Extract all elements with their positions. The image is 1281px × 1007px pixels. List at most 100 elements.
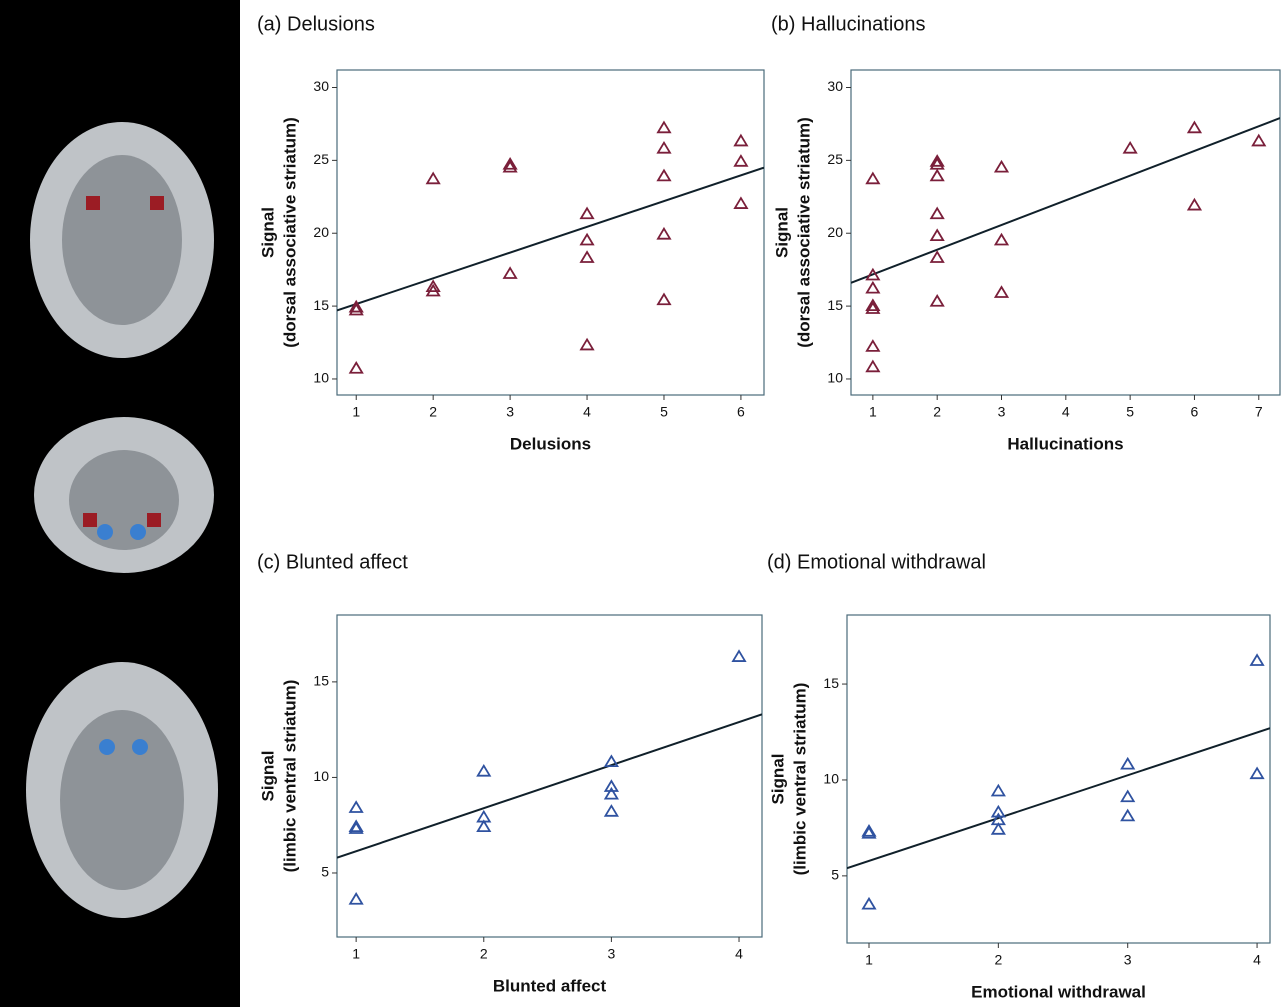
plot-frame <box>337 70 764 395</box>
y-tick-label: 30 <box>313 78 329 94</box>
y-tick-label: 25 <box>827 151 843 167</box>
data-point <box>996 235 1008 245</box>
data-point <box>350 894 362 904</box>
x-tick-label: 3 <box>608 946 616 962</box>
y-tick-label: 20 <box>827 224 843 240</box>
data-point <box>867 283 879 293</box>
y-tick-label: 10 <box>827 370 843 386</box>
x-tick-label: 4 <box>735 946 743 962</box>
data-point <box>350 802 362 812</box>
y-tick-label: 5 <box>831 867 839 883</box>
data-point <box>658 229 670 239</box>
x-tick-label: 6 <box>737 404 745 420</box>
y-axis-label: (limbic ventral striatum) <box>280 680 299 873</box>
data-point <box>735 135 747 145</box>
y-tick-label: 15 <box>827 297 843 313</box>
x-axis-label: Delusions <box>510 434 591 453</box>
chart-title: (b) Hallucinations <box>771 13 926 35</box>
data-point <box>863 899 875 909</box>
roi-dorsal <box>83 513 97 527</box>
data-point <box>581 208 593 218</box>
y-axis-label: Signal <box>772 207 791 258</box>
brain-inner <box>62 155 182 325</box>
data-point <box>735 198 747 208</box>
data-point <box>735 156 747 166</box>
y-axis-label: Signal <box>258 207 277 258</box>
x-tick-label: 7 <box>1255 404 1263 420</box>
x-tick-label: 5 <box>1126 404 1134 420</box>
trend-line <box>847 728 1270 868</box>
data-point <box>658 170 670 180</box>
data-point <box>658 122 670 132</box>
chart-title: (a) Delusions <box>257 13 375 35</box>
y-tick-label: 10 <box>823 771 839 787</box>
y-axis-label: Signal <box>768 753 787 804</box>
x-tick-label: 1 <box>869 404 877 420</box>
plot-frame <box>851 70 1280 395</box>
data-point <box>1124 143 1136 153</box>
y-tick-label: 10 <box>313 768 329 784</box>
y-tick-label: 15 <box>823 675 839 691</box>
data-point <box>931 296 943 306</box>
x-tick-label: 4 <box>583 404 591 420</box>
data-point <box>992 824 1004 834</box>
x-tick-label: 2 <box>480 946 488 962</box>
x-tick-label: 4 <box>1062 404 1070 420</box>
data-point <box>867 173 879 183</box>
data-point <box>931 230 943 240</box>
data-point <box>1251 655 1263 665</box>
data-point <box>478 766 490 776</box>
data-point <box>581 235 593 245</box>
brain-images <box>0 0 240 1007</box>
x-tick-label: 2 <box>994 952 1002 968</box>
data-point <box>931 170 943 180</box>
roi-ventral <box>130 524 146 540</box>
data-point <box>581 252 593 262</box>
data-point <box>1188 122 1200 132</box>
y-tick-label: 30 <box>827 78 843 94</box>
chart-title: (c) Blunted affect <box>257 551 408 573</box>
roi-dorsal <box>150 196 164 210</box>
x-tick-label: 1 <box>865 952 873 968</box>
x-tick-label: 3 <box>998 404 1006 420</box>
roi-ventral <box>99 739 115 755</box>
y-tick-label: 5 <box>321 864 329 880</box>
y-tick-label: 25 <box>313 151 329 167</box>
y-tick-label: 20 <box>313 224 329 240</box>
data-point <box>1188 200 1200 210</box>
x-axis-label: Blunted affect <box>493 976 607 995</box>
x-tick-label: 2 <box>429 404 437 420</box>
y-tick-label: 15 <box>313 297 329 313</box>
chart-title: (d) Emotional withdrawal <box>767 551 986 573</box>
x-tick-label: 5 <box>660 404 668 420</box>
page: 1234561015202530(a) DelusionsDelusionsSi… <box>0 0 1281 1007</box>
data-point <box>581 339 593 349</box>
roi-ventral <box>132 739 148 755</box>
trend-line <box>337 168 764 311</box>
brain-inner <box>69 450 179 550</box>
figure: 1234561015202530(a) DelusionsDelusionsSi… <box>0 0 1281 1007</box>
x-tick-label: 1 <box>352 946 360 962</box>
x-tick-label: 6 <box>1191 404 1199 420</box>
data-point <box>350 363 362 373</box>
data-point <box>931 252 943 262</box>
data-point <box>867 341 879 351</box>
data-point <box>931 208 943 218</box>
data-point <box>996 162 1008 172</box>
data-point <box>1253 135 1265 145</box>
plot-frame <box>337 615 762 937</box>
y-axis-label: (dorsal associative striatum) <box>280 117 299 348</box>
data-point <box>992 785 1004 795</box>
roi-dorsal <box>147 513 161 527</box>
data-point <box>504 268 516 278</box>
data-point <box>1122 810 1134 820</box>
roi-ventral <box>97 524 113 540</box>
y-axis-label: (dorsal associative striatum) <box>794 117 813 348</box>
brain-inner <box>60 710 184 890</box>
x-tick-label: 3 <box>506 404 514 420</box>
data-point <box>996 287 1008 297</box>
data-point <box>1251 768 1263 778</box>
